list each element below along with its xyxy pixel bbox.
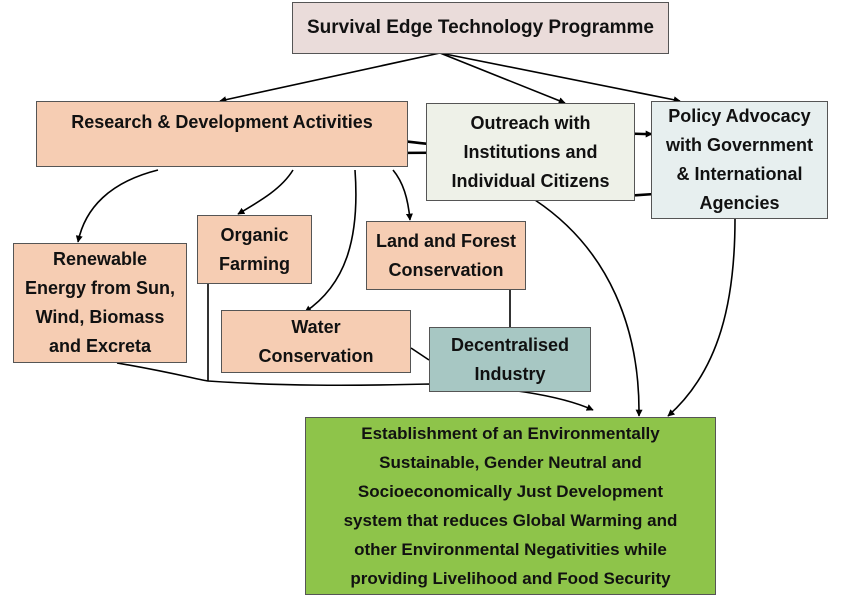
outreach-box: Outreach with Institutions and Individua… (426, 103, 635, 201)
water-text: Water Conservation (258, 316, 374, 366)
goal-box: Establishment of an Environmentally Sust… (305, 417, 716, 595)
arrow-title-to-outreach (439, 52, 566, 104)
organic-text: Organic Farming (218, 224, 290, 274)
title-box: Survival Edge Technology Programme (292, 2, 669, 54)
research-box: Research & Development Activities (36, 101, 408, 167)
arrow-title-to-research (219, 52, 441, 104)
arrow-subactivities-to-goal (116, 362, 594, 411)
outreach-text: Outreach with Institutions and Individua… (451, 112, 610, 191)
arrow-outreach-to-goal (534, 199, 643, 417)
arrow-research-to-water (304, 169, 357, 313)
arrow-policy-to-goal (667, 218, 736, 417)
arrow-research-to-renewable (75, 169, 159, 243)
land-forest-box: Land and Forest Conservation (366, 221, 526, 290)
industry-text: Decentralised Industry (450, 334, 570, 384)
renewable-box: Renewable Energy from Sun, Wind, Biomass… (13, 243, 187, 363)
industry-box: Decentralised Industry (429, 327, 591, 392)
arrow-research-to-organic (237, 169, 294, 215)
arrow-research-to-land-forest (392, 169, 413, 221)
policy-text: Policy Advocacy with Government & Intern… (665, 106, 813, 213)
line-water-to-industry (410, 347, 430, 361)
research-text: Research & Development Activities (71, 112, 373, 132)
land-forest-text: Land and Forest Conservation (375, 230, 516, 280)
arrow-title-to-policy (439, 52, 681, 104)
water-box: Water Conservation (221, 310, 411, 373)
organic-box: Organic Farming (197, 215, 312, 284)
policy-box: Policy Advocacy with Government & Intern… (651, 101, 828, 219)
renewable-text: Renewable Energy from Sun, Wind, Biomass… (24, 249, 176, 356)
title-text: Survival Edge Technology Programme (306, 17, 655, 38)
goal-text: Establishment of an Environmentally Sust… (343, 424, 678, 588)
